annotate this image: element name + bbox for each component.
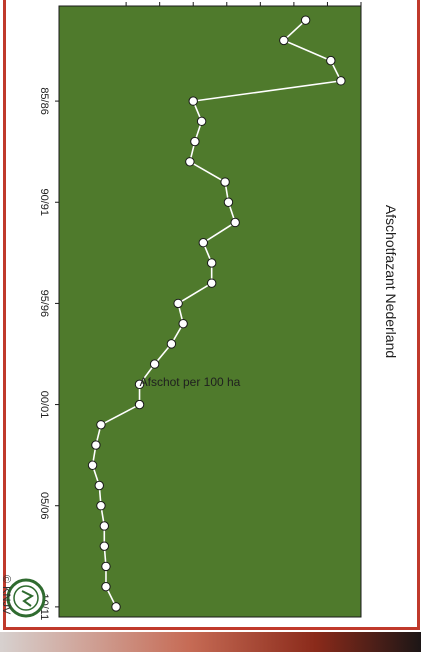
data-point	[96, 420, 106, 430]
data-point	[94, 480, 104, 491]
data-point	[190, 136, 200, 147]
data-point	[101, 581, 111, 592]
data-point	[87, 460, 98, 470]
data-point	[300, 15, 311, 25]
copyright-text: © KNJV	[0, 575, 12, 615]
x-tick-label: 05/06	[38, 492, 50, 520]
frame-border	[3, 0, 420, 630]
chart-title: Afschotfazant Nederland	[383, 205, 399, 358]
data-point	[196, 116, 207, 127]
x-tick-label: 00/01	[38, 391, 50, 419]
x-tick-label: 90/91	[38, 188, 50, 216]
data-point	[279, 35, 289, 46]
data-point	[198, 238, 208, 248]
data-point	[230, 217, 240, 228]
data-point	[134, 399, 145, 410]
data-point	[326, 55, 336, 66]
data-point	[178, 318, 188, 329]
data-point	[185, 157, 195, 167]
data-point	[188, 96, 198, 106]
data-point	[101, 561, 111, 572]
data-point	[166, 339, 177, 349]
data-point	[99, 521, 109, 531]
data-point	[223, 197, 234, 207]
x-tick-label: 95/96	[38, 290, 50, 318]
data-point	[111, 602, 121, 612]
knjv-logo-emblem	[6, 578, 46, 618]
data-point	[206, 258, 217, 268]
data-point	[134, 379, 145, 390]
data-point	[336, 76, 346, 86]
data-point	[173, 298, 183, 309]
y-axis-label: Afschot per 100 ha	[140, 375, 241, 389]
data-point	[149, 359, 160, 369]
data-point	[96, 501, 106, 511]
data-point	[99, 541, 109, 551]
x-tick-label: 85/86	[38, 87, 50, 115]
data-point	[206, 278, 217, 288]
data-point	[91, 440, 101, 450]
plot-area	[58, 5, 362, 618]
data-point	[220, 177, 230, 187]
bottom-color-strip	[0, 632, 421, 652]
